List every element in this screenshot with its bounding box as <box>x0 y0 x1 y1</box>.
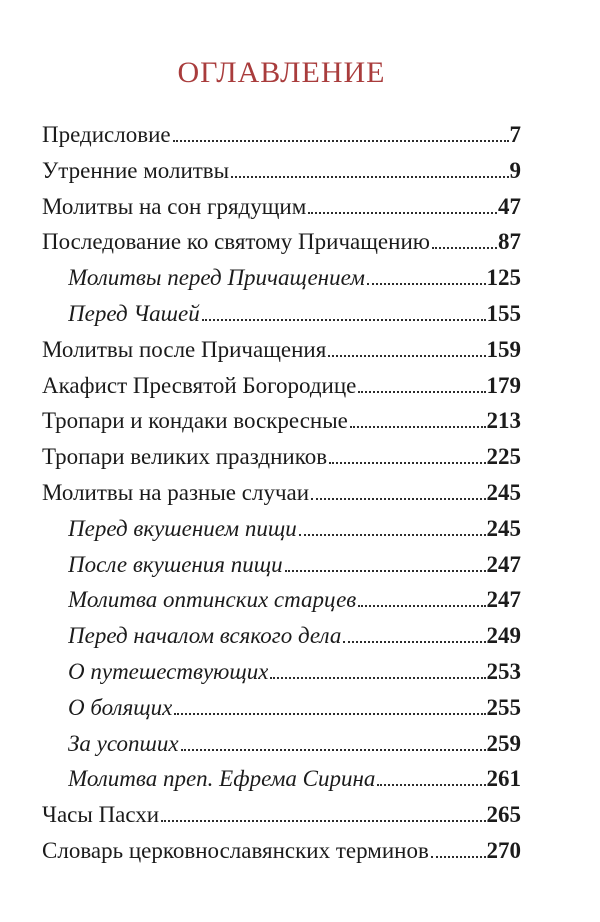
toc-entry-page: 155 <box>486 300 522 326</box>
dot-leader <box>298 533 486 536</box>
dot-leader <box>349 426 486 429</box>
dot-leader <box>431 247 497 250</box>
dot-leader <box>284 569 486 572</box>
toc-entry[interactable]: За усопших 259 <box>42 726 521 762</box>
toc-entry-page: 87 <box>498 229 521 255</box>
toc-entry[interactable]: О путешествующих 253 <box>42 654 521 690</box>
dot-leader <box>358 605 486 608</box>
dot-leader <box>308 211 497 214</box>
toc-entry-label: Акафист Пресвятой Богородице <box>42 372 357 398</box>
dot-leader <box>201 318 486 321</box>
dot-leader <box>172 140 509 142</box>
toc-entry-label: О путешествующих <box>68 658 269 684</box>
toc-entry-page: 249 <box>486 623 522 649</box>
dot-leader <box>311 497 486 500</box>
dot-leader <box>231 175 509 178</box>
toc-entry[interactable]: Тропари и кондаки воскресные 213 <box>42 403 521 439</box>
toc-entry-label: О болящих <box>68 694 173 720</box>
toc-entry[interactable]: Утренние молитвы 9 <box>42 153 521 189</box>
dot-leader <box>328 354 486 357</box>
toc-entry[interactable]: Тропари великих праздников 225 <box>42 439 521 475</box>
toc-entry-label: Перед началом всякого дела <box>68 623 342 649</box>
toc-entry-label: Перед Чашей <box>68 300 200 326</box>
toc-entry-page: 259 <box>486 730 522 756</box>
toc-entry[interactable]: Молитвы после Причащения 159 <box>42 332 521 368</box>
toc-entry[interactable]: Перед Чашей 155 <box>42 296 521 332</box>
toc-entry-page: 47 <box>498 193 521 219</box>
page-title: ОГЛАВЛЕНИЕ <box>177 56 386 89</box>
toc-entry-page: 247 <box>486 587 522 613</box>
toc-entry-label: Молитвы на разные случаи <box>42 479 310 505</box>
toc-entry-label: Часы Пасхи <box>42 802 160 828</box>
toc-entry-label: Словарь церковнославянских терминов <box>42 837 429 863</box>
toc-entry-page: 225 <box>486 444 522 470</box>
toc-entry-page: 247 <box>486 551 522 577</box>
toc-entry-page: 7 <box>509 122 522 147</box>
toc-entry-page: 261 <box>486 766 522 792</box>
toc-entry-page: 159 <box>486 336 522 362</box>
toc-entry-page: 213 <box>486 408 522 434</box>
dot-leader <box>366 283 486 286</box>
toc-entry-label: Тропари и кондаки воскресные <box>42 408 348 434</box>
toc-entry-page: 9 <box>509 157 522 183</box>
toc-entry-label: Тропари великих праздников <box>42 444 328 470</box>
toc-entry-page: 253 <box>486 658 522 684</box>
toc-entry[interactable]: Акафист Пресвятой Богородице 179 <box>42 368 521 404</box>
dot-leader <box>343 641 486 644</box>
toc-entry[interactable]: Последование ко святому Причащению 87 <box>42 224 521 260</box>
toc-entry-page: 125 <box>486 265 522 291</box>
toc-entry-page: 245 <box>486 479 522 505</box>
toc-entry-page: 245 <box>486 515 522 541</box>
toc-entry-label: Молитва оптинских старцев <box>68 587 357 613</box>
toc-entry[interactable]: После вкушения пищи 247 <box>42 547 521 583</box>
toc-entry[interactable]: Перед началом всякого дела 249 <box>42 618 521 654</box>
dot-leader <box>329 462 486 465</box>
toc-entry-label: Предисловие <box>42 122 171 147</box>
dot-leader <box>180 748 486 751</box>
dot-leader <box>377 784 486 787</box>
toc-entry-label: Молитвы на сон грядущим <box>42 193 307 219</box>
toc-entry-label: Последование ко святому Причащению <box>42 229 430 255</box>
toc-entry[interactable]: Молитва оптинских старцев 247 <box>42 582 521 618</box>
toc-entry-label: Перед вкушением пищи <box>68 515 297 541</box>
toc-entry-label: За усопших <box>68 730 179 756</box>
dot-leader <box>358 390 486 393</box>
dot-leader <box>161 820 486 823</box>
toc-entry[interactable]: Предисловие 7 <box>42 117 521 153</box>
dot-leader <box>270 676 486 679</box>
dot-leader <box>174 712 486 715</box>
toc-entry[interactable]: Молитвы на сон грядущим 47 <box>42 189 521 225</box>
toc-entry[interactable]: Перед вкушением пищи 245 <box>42 511 521 547</box>
toc-entry[interactable]: Молитвы перед Причащением 125 <box>42 260 521 296</box>
toc: Предисловие 7 Утренние молитвы 9 Молитвы… <box>42 117 521 869</box>
toc-entry[interactable]: Молитва преп. Ефрема Сирина 261 <box>42 761 521 797</box>
toc-entry[interactable]: О болящих 255 <box>42 690 521 726</box>
toc-entry-page: 255 <box>486 694 522 720</box>
toc-entry[interactable]: Часы Пасхи 265 <box>42 797 521 833</box>
toc-entry-page: 265 <box>486 802 522 828</box>
toc-entry-label: После вкушения пищи <box>68 551 283 577</box>
toc-entry[interactable]: Словарь церковнославянских терминов 270 <box>42 833 521 869</box>
toc-entry-label: Утренние молитвы <box>42 157 230 183</box>
toc-entry[interactable]: Молитвы на разные случаи 245 <box>42 475 521 511</box>
dot-leader <box>430 855 486 858</box>
toc-entry-page: 270 <box>486 837 522 863</box>
toc-entry-label: Молитвы после Причащения <box>42 336 327 362</box>
toc-entry-page: 179 <box>486 372 522 398</box>
toc-entry-label: Молитвы перед Причащением <box>68 265 365 291</box>
toc-entry-label: Молитва преп. Ефрема Сирина <box>68 766 376 792</box>
